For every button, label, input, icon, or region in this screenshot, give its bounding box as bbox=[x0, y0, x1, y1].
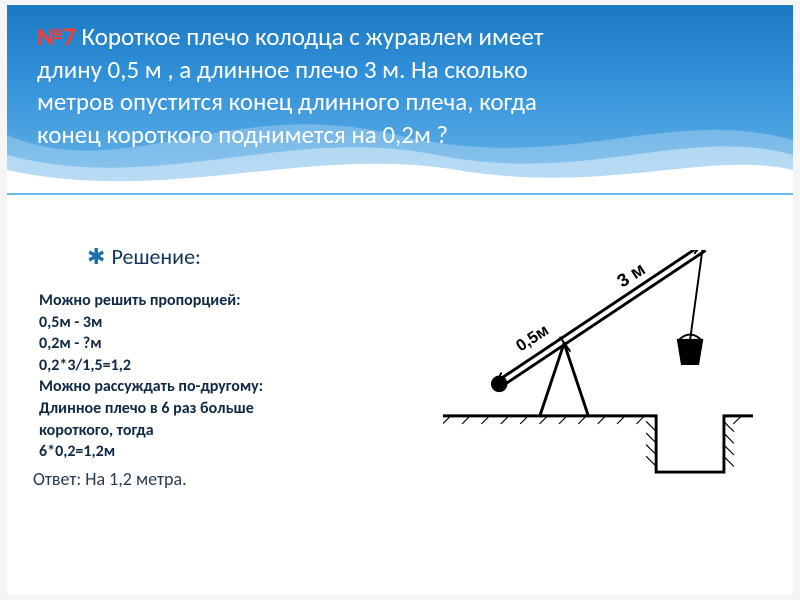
answer-text: Ответ: На 1,2 метра. bbox=[33, 468, 187, 490]
body-line: Длинное плечо в 6 раз больше bbox=[39, 398, 263, 420]
body-line: короткого, тогда bbox=[39, 420, 263, 442]
title-line-4: конец короткого поднимется на 0,2м ? bbox=[37, 119, 448, 150]
dim-short-label: 0,5м bbox=[513, 321, 552, 355]
solution-heading: ✱Решение: bbox=[87, 243, 201, 270]
problem-title: №7 Короткое плечо колодца с журавлем име… bbox=[37, 21, 763, 151]
title-line-3: метров опустится конец длинного плеча, к… bbox=[37, 86, 537, 117]
header-block: №7 Короткое плечо колодца с журавлем име… bbox=[7, 5, 793, 195]
asterisk-icon: ✱ bbox=[87, 243, 105, 270]
solution-label: Решение: bbox=[111, 243, 200, 270]
problem-number: №7 bbox=[37, 21, 76, 52]
lever-diagram-icon: 0,5м 3 м bbox=[443, 250, 753, 480]
body-line: 0,2*3/1,5=1,2 bbox=[39, 355, 263, 377]
title-line-1: Короткое плечо колодца с журавлем имеет bbox=[76, 21, 544, 52]
body-line: 0,5м - 3м bbox=[39, 312, 263, 334]
slide: №7 Короткое плечо колодца с журавлем име… bbox=[7, 5, 793, 595]
body-line: 0,2м - ?м bbox=[39, 333, 263, 355]
body-line: 6*0,2=1,2м bbox=[39, 441, 263, 463]
solution-body: Можно решить пропорцией: 0,5м - 3м 0,2м … bbox=[39, 290, 263, 463]
dim-long-label: 3 м bbox=[613, 258, 649, 291]
body-line: Можно решить пропорцией: bbox=[39, 290, 263, 312]
title-line-2: длину 0,5 м , а длинное плечо 3 м. На ск… bbox=[37, 54, 528, 85]
body-line: Можно рассуждать по-другому: bbox=[39, 376, 263, 398]
